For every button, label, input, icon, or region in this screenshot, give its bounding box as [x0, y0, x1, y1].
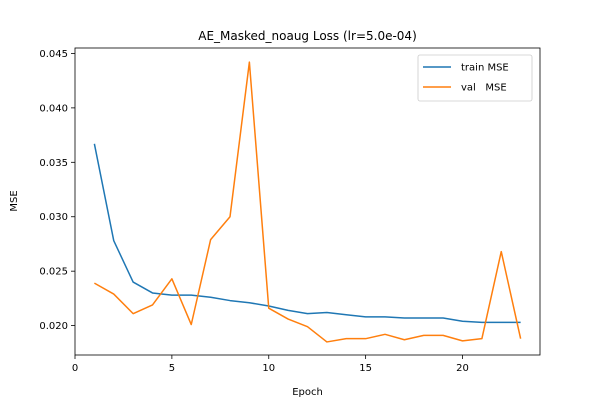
- legend-label-0: train MSE: [461, 63, 509, 74]
- x-tick-label-3: 15: [359, 363, 372, 374]
- y-tick-label-4: 0.040: [39, 103, 68, 114]
- y-axis-label: MSE: [9, 190, 20, 211]
- x-axis-label: Epoch: [292, 387, 323, 398]
- chart-title: AE_Masked_noaug Loss (lr=5.0e-04): [198, 29, 417, 43]
- x-axis: 0 5 10 15 20: [72, 355, 469, 374]
- series-lines: [93, 61, 522, 343]
- series-line-1: [94, 61, 522, 343]
- y-tick-label-5: 0.045: [39, 49, 68, 60]
- series-line-0: [93, 143, 521, 324]
- plot-area: [74, 47, 541, 356]
- x-tick-label-0: 0: [72, 363, 78, 374]
- x-tick-label-4: 20: [456, 363, 469, 374]
- x-tick-label-2: 10: [262, 363, 275, 374]
- legend-label-1: val MSE: [461, 83, 507, 94]
- x-tick-label-1: 5: [169, 363, 175, 374]
- y-axis: 0.020 0.025 0.030 0.035 0.040 0.045: [39, 49, 75, 332]
- y-tick-label-3: 0.035: [39, 158, 68, 169]
- y-tick-label-0: 0.020: [39, 321, 68, 332]
- legend: train MSE val MSE: [417, 54, 533, 102]
- y-tick-label-1: 0.025: [39, 267, 68, 278]
- y-tick-label-2: 0.030: [39, 212, 68, 223]
